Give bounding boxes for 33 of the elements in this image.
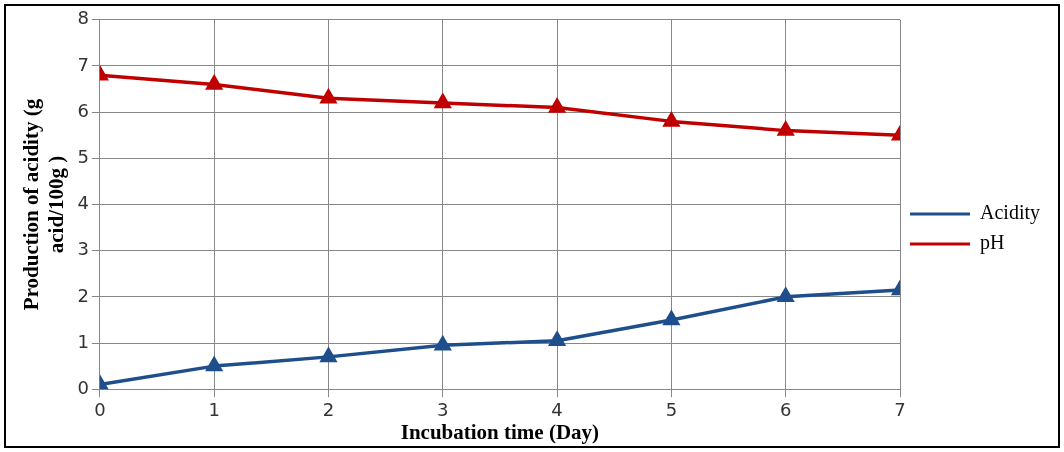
y-axis-title: Production of acidity (g acid/100g )	[19, 98, 69, 311]
point	[777, 288, 794, 303]
y-tick-label: 7	[77, 53, 89, 75]
legend-label: pH	[980, 231, 1005, 255]
x-tick-label: 5	[665, 398, 678, 420]
point	[549, 331, 565, 346]
y-tick-label: 0	[77, 376, 89, 398]
x-tick-label: 3	[437, 398, 449, 420]
point	[663, 112, 680, 127]
point	[320, 89, 337, 104]
x-tick-label: 1	[208, 398, 220, 420]
point	[206, 75, 222, 90]
y-tick-label: 4	[77, 192, 89, 214]
y-tick-label: 2	[77, 284, 89, 306]
point	[206, 357, 222, 372]
point	[320, 348, 337, 363]
y-tick-label: 1	[77, 330, 89, 352]
point	[777, 121, 794, 136]
x-axis-title: Incubation time (Day)	[400, 419, 600, 444]
y-tick-label: 3	[77, 238, 89, 260]
point	[663, 311, 680, 326]
legend-label: Acidity	[980, 201, 1041, 225]
point	[434, 336, 451, 351]
x-tick-label: 0	[94, 398, 106, 420]
x-tick-label: 2	[322, 398, 335, 420]
y-tick-label: 5	[77, 146, 89, 167]
y-tick-label: 6	[77, 99, 89, 121]
x-tick-label: 6	[779, 398, 792, 420]
y-tick-label: 8	[77, 7, 89, 29]
x-tick-label: 7	[894, 398, 906, 420]
point	[549, 98, 565, 113]
point	[434, 94, 451, 109]
x-tick-label: 4	[551, 398, 563, 420]
